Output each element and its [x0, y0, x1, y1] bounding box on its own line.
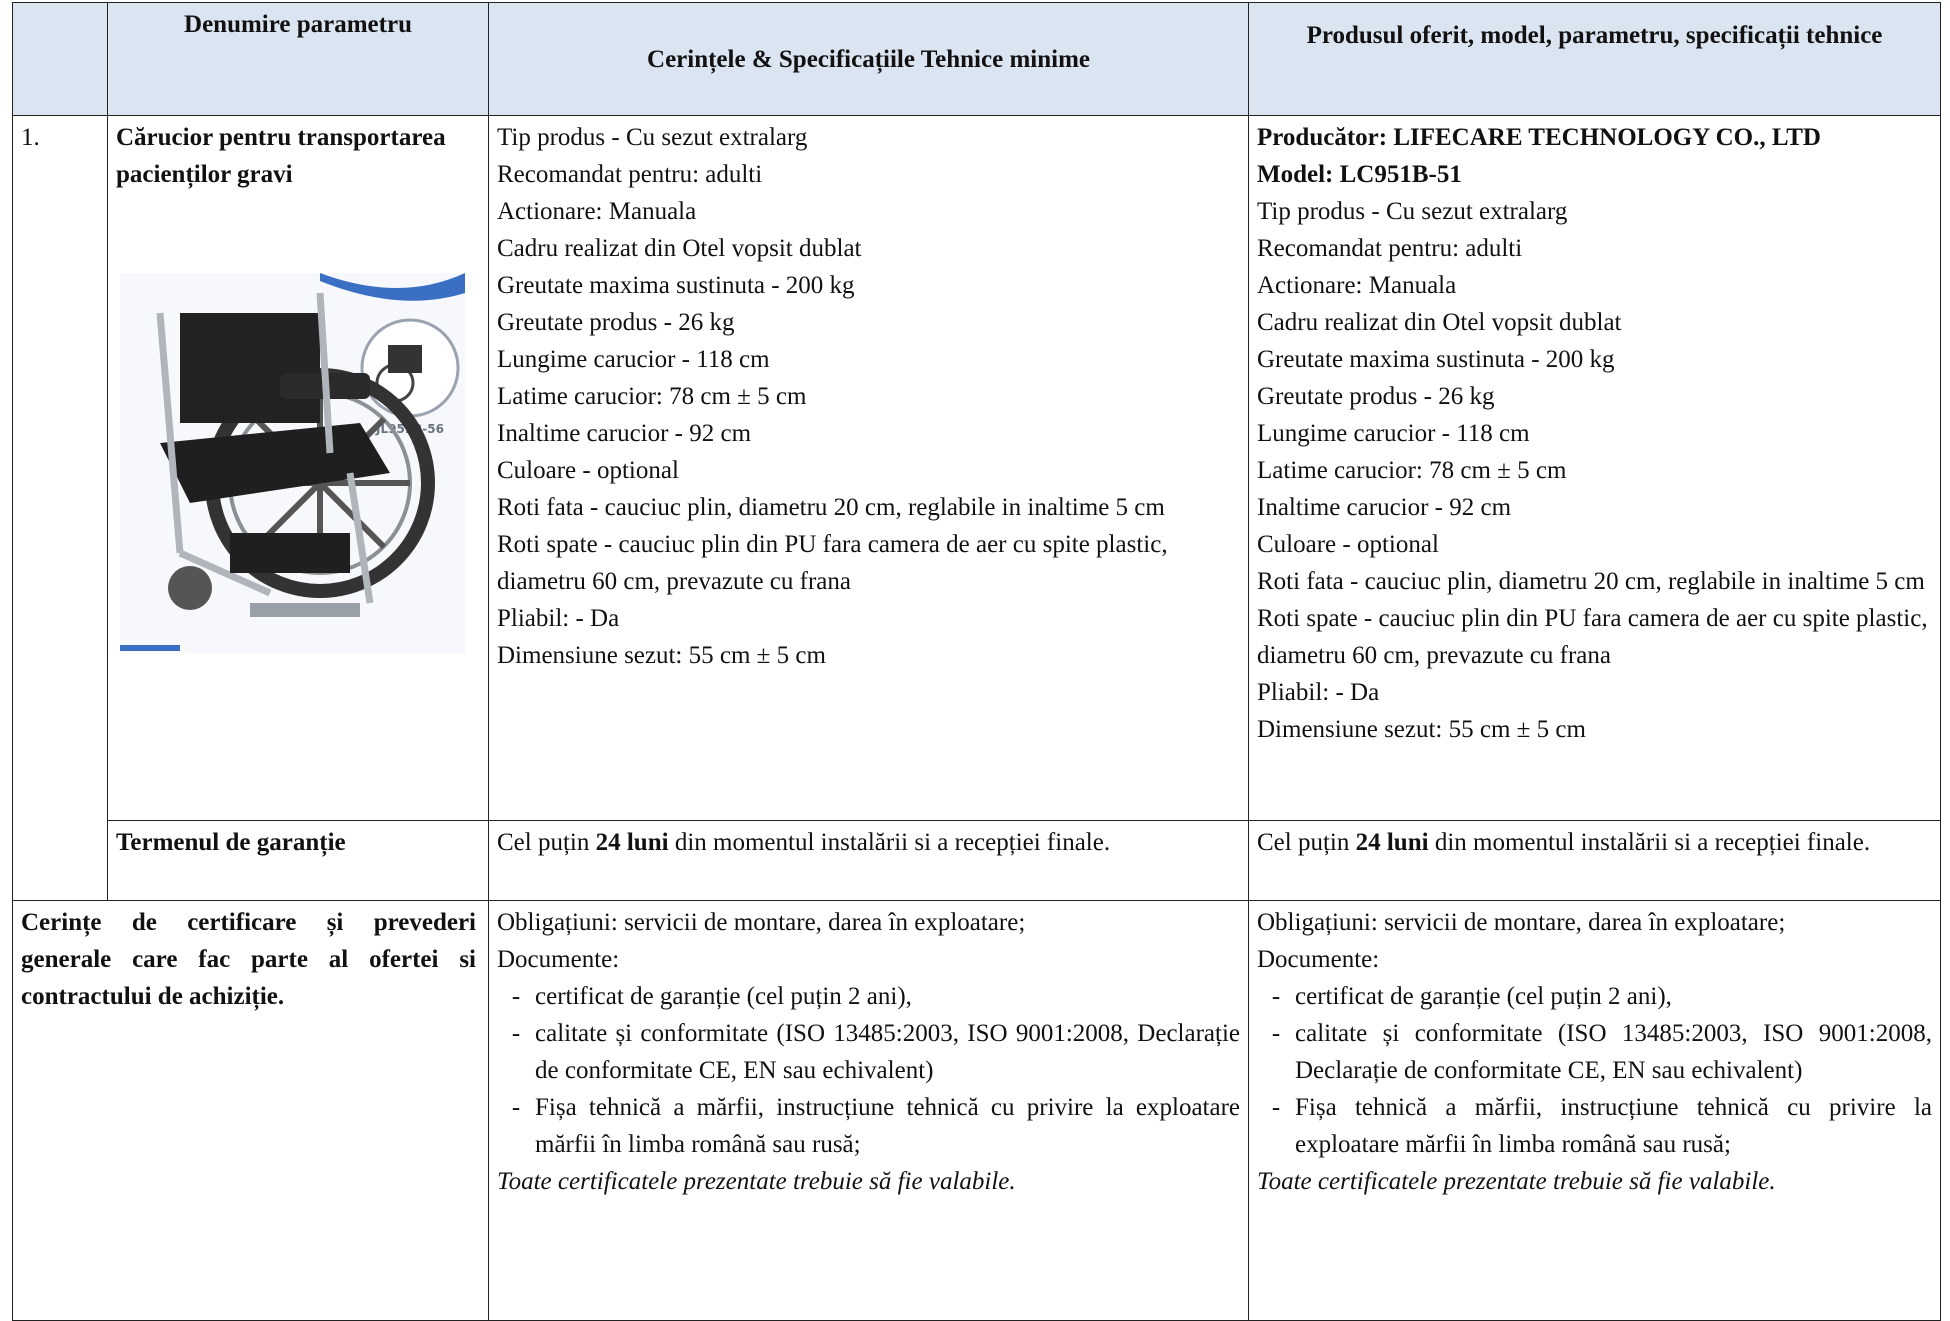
offered-line: Lungime carucior - 118 cm [1257, 420, 1530, 447]
header-name: Denumire parametru [107, 2, 489, 116]
item-number: 1. [12, 115, 108, 901]
requirement-line: Culoare - optional [497, 457, 679, 484]
item-name-cell: Cărucior pentru transportarea paciențilo… [107, 115, 489, 821]
offered-line: Latime carucior: 78 cm ± 5 cm [1257, 457, 1567, 484]
offered-line: Greutate produs - 26 kg [1257, 383, 1495, 410]
obligations: Obligațiuni: servicii de montare, darea … [497, 909, 1026, 936]
document-item: calitate și conformitate (ISO 13485:2003… [497, 1015, 1240, 1089]
offered-line: Pliabil: - Da [1257, 679, 1380, 706]
offered-line: Greutate maxima sustinuta - 200 kg [1257, 346, 1615, 373]
wheelchair-image: JL951B-56 [120, 273, 465, 653]
requirement-line: Cadru realizat din Otel vopsit dublat [497, 235, 862, 262]
requirement-line: Recomandat pentru: adulti [497, 161, 763, 188]
offered-line: Roti fata - cauciuc plin, diametru 20 cm… [1257, 568, 1925, 595]
documents-label: Documente: [1257, 946, 1380, 973]
warranty-name: Termenul de garanție [107, 820, 489, 901]
item-name: Cărucior pentru transportarea paciențilo… [116, 124, 446, 188]
warranty-after: din momentul instalării si a recepției f… [674, 829, 1111, 856]
requirement-line: Dimensiune sezut: 55 cm ± 5 cm [497, 642, 826, 669]
warranty-bold: 24 luni [595, 829, 669, 856]
certification-requirement: Obligațiuni: servicii de montare, darea … [488, 900, 1249, 1321]
offered-line: Actionare: Manuala [1257, 272, 1457, 299]
document-item: Fișa tehnică a mărfii, instrucțiune tehn… [497, 1089, 1240, 1163]
requirement-line: Actionare: Manuala [497, 198, 697, 225]
requirement-line: Tip produs - Cu sezut extralarg [497, 124, 808, 151]
requirement-line: Latime carucior: 78 cm ± 5 cm [497, 383, 807, 410]
frame [156, 292, 374, 604]
offered-header-line: Model: LC951B-51 [1257, 161, 1462, 188]
document-item: calitate și conformitate (ISO 13485:2003… [1257, 1015, 1932, 1089]
offered-line: Cadru realizat din Otel vopsit dublat [1257, 309, 1622, 336]
requirement-line: Pliabil: - Da [497, 605, 620, 632]
thumb-seat [388, 345, 422, 373]
offered-line: Inaltime carucior - 92 cm [1257, 494, 1512, 521]
warranty-after: din momentul instalării si a recepției f… [1434, 829, 1871, 856]
certification-name: Cerințe de certificare și prevederi gene… [12, 900, 489, 1321]
document-item: Fișa tehnică a mărfii, instrucțiune tehn… [1257, 1089, 1932, 1163]
warranty-bold: 24 luni [1355, 829, 1429, 856]
header-offered: Produsul oferit, model, parametru, speci… [1248, 2, 1941, 116]
offered-line: Culoare - optional [1257, 531, 1439, 558]
warranty-before: Cel puțin [497, 829, 590, 856]
offered-cell: Producător: LIFECARE TECHNOLOGY CO., LTD… [1248, 115, 1941, 821]
requirement-line: Lungime carucior - 118 cm [497, 346, 770, 373]
backrest [180, 313, 320, 423]
document-item: certificat de garanție (cel puțin 2 ani)… [1257, 978, 1932, 1015]
header-requirements: Cerințele & Specificațiile Tehnice minim… [488, 2, 1249, 116]
header-index [12, 2, 108, 116]
leg-strap [230, 533, 350, 573]
image-swoosh [320, 273, 465, 301]
offered-header-line: Producător: LIFECARE TECHNOLOGY CO., LTD [1257, 124, 1821, 151]
warranty-requirement: Cel puțin 24 luni din momentul instalări… [488, 820, 1249, 901]
requirement-line: Roti spate - cauciuc plin din PU fara ca… [497, 531, 1168, 595]
caster [168, 566, 212, 610]
offered-line: Recomandat pentru: adulti [1257, 235, 1523, 262]
offered-line: Tip produs - Cu sezut extralarg [1257, 198, 1568, 225]
requirements-cell: Tip produs - Cu sezut extralarg Recomanda… [488, 115, 1249, 821]
image-stripe [120, 645, 180, 651]
certification-note: Toate certificatele prezentate trebuie s… [497, 1168, 1016, 1195]
certification-offered: Obligațiuni: servicii de montare, darea … [1248, 900, 1941, 1321]
header-row: Denumire parametru Cerințele & Specifica… [12, 2, 1941, 116]
requirement-line: Inaltime carucior - 92 cm [497, 420, 752, 447]
warranty-before: Cel puțin [1257, 829, 1350, 856]
requirement-line: Greutate produs - 26 kg [497, 309, 735, 336]
document-item: certificat de garanție (cel puțin 2 ani)… [497, 978, 1240, 1015]
certification-row: Cerințe de certificare și prevederi gene… [12, 900, 1941, 1321]
offered-line: Dimensiune sezut: 55 cm ± 5 cm [1257, 716, 1586, 743]
requirement-line: Roti fata - cauciuc plin, diametru 20 cm… [497, 494, 1165, 521]
footrest [250, 603, 360, 617]
offered-line: Roti spate - cauciuc plin din PU fara ca… [1257, 605, 1928, 669]
warranty-offered: Cel puțin 24 luni din momentul instalări… [1248, 820, 1941, 901]
certification-note: Toate certificatele prezentate trebuie s… [1257, 1168, 1776, 1195]
documents-label: Documente: [497, 946, 620, 973]
obligations: Obligațiuni: servicii de montare, darea … [1257, 909, 1786, 936]
item-row: 1. Cărucior pentru transportarea pacienț… [12, 115, 1941, 901]
spec-table: Denumire parametru Cerințele & Specifica… [12, 2, 1941, 1321]
requirement-line: Greutate maxima sustinuta - 200 kg [497, 272, 855, 299]
warranty-row: Termenul de garanție Cel puțin 24 luni d… [13, 820, 1941, 901]
